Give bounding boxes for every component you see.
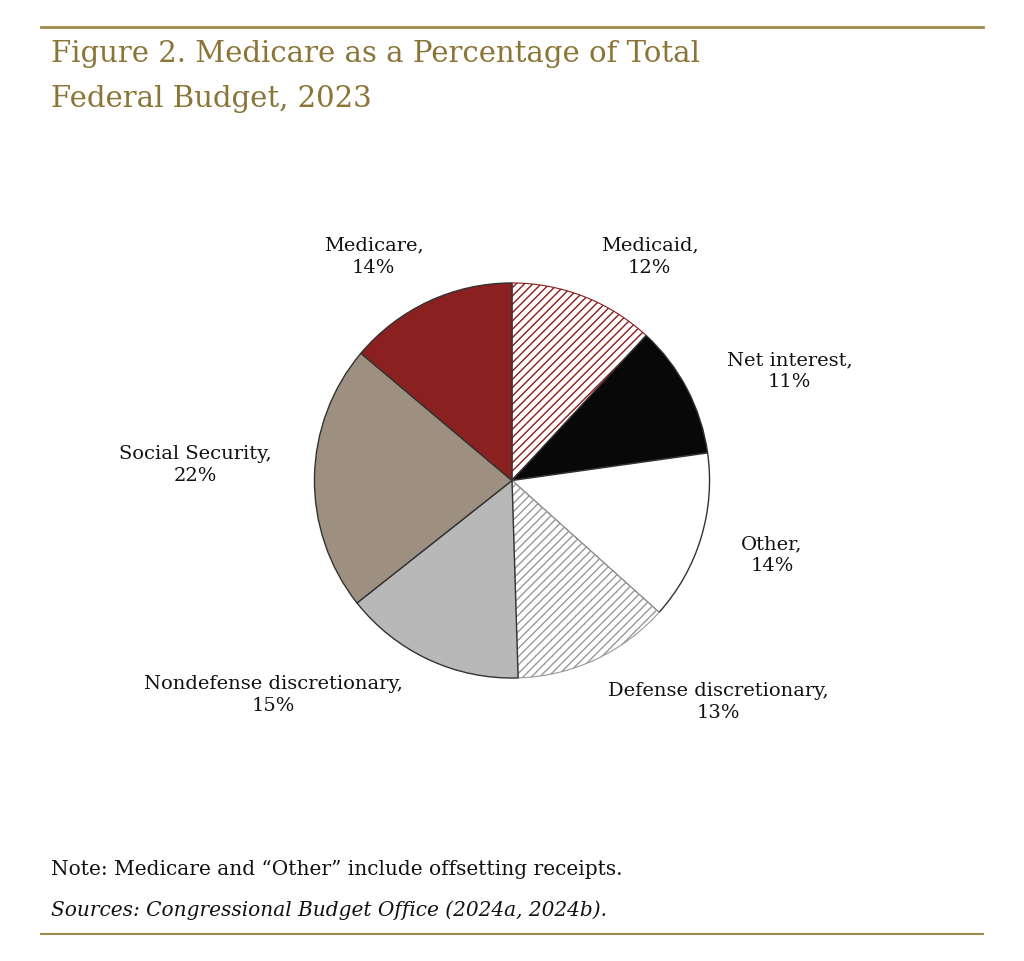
Wedge shape [512, 453, 710, 612]
Text: Nondefense discretionary,
15%: Nondefense discretionary, 15% [143, 676, 402, 715]
Wedge shape [512, 480, 659, 678]
Wedge shape [314, 354, 512, 603]
Text: Social Security,
22%: Social Security, 22% [119, 445, 271, 485]
Text: Net interest,
11%: Net interest, 11% [727, 351, 852, 391]
Wedge shape [512, 283, 646, 480]
Wedge shape [512, 335, 708, 480]
Text: Note: Medicare and “Other” include offsetting receipts.: Note: Medicare and “Other” include offse… [51, 860, 623, 879]
Wedge shape [360, 283, 512, 480]
Text: Figure 2. Medicare as a Percentage of Total: Figure 2. Medicare as a Percentage of To… [51, 40, 700, 68]
Text: Federal Budget, 2023: Federal Budget, 2023 [51, 85, 372, 112]
Text: Medicare,
14%: Medicare, 14% [324, 236, 423, 277]
Text: Defense discretionary,
13%: Defense discretionary, 13% [607, 681, 828, 722]
Wedge shape [357, 480, 518, 678]
Text: Sources: Congressional Budget Office (2024a, 2024b).: Sources: Congressional Budget Office (20… [51, 900, 607, 920]
Text: Other,
14%: Other, 14% [741, 535, 803, 575]
Text: Medicaid,
12%: Medicaid, 12% [601, 236, 698, 277]
